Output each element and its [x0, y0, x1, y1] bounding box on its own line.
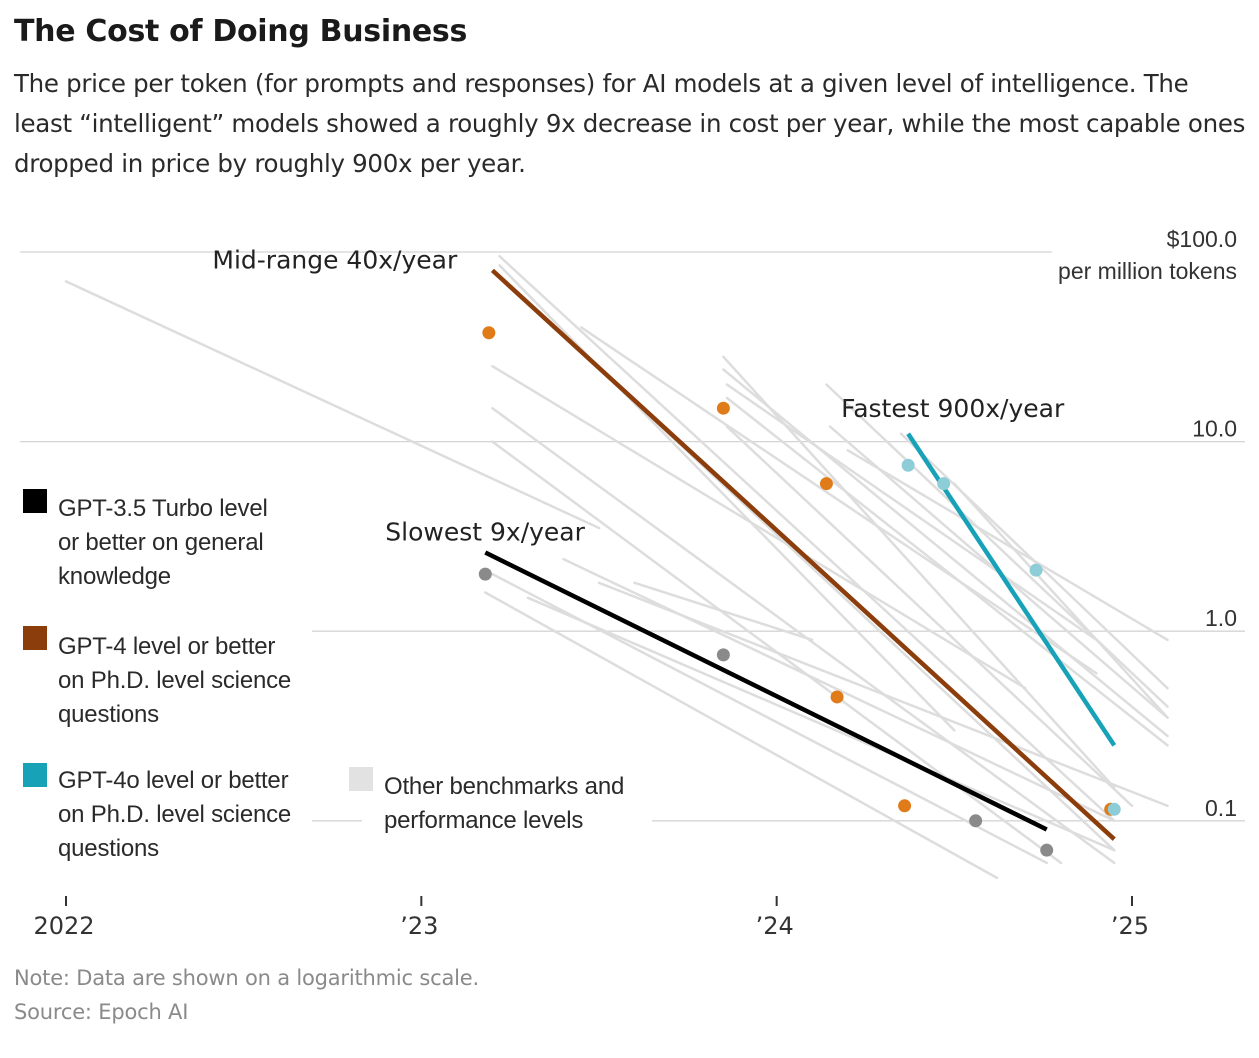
other-benchmark-line — [64, 280, 601, 530]
trend-line-gpt35 — [484, 550, 1048, 832]
chart-note: Note: Data are shown on a logarithmic sc… — [14, 966, 479, 990]
chart-labels: $100.0 10.0 1.0 0.1 per million tokens 2022 ’2… — [33, 226, 1237, 940]
other-benchmark-line — [491, 440, 1063, 865]
y-tick-label: $100.0 — [1167, 226, 1237, 252]
data-point-gpt4o — [937, 477, 951, 491]
y-tick-label: 10.0 — [1192, 416, 1237, 442]
legend-line: or better on general — [58, 529, 264, 556]
legend-line: questions — [58, 701, 159, 728]
legend-line: on Ph.D. level science — [58, 801, 292, 828]
annotation-gpt4: Mid-range 40x/year — [212, 245, 458, 274]
chart-subtitle: The price per token (for prompts and res… — [14, 69, 1246, 178]
legend-swatch-other — [349, 767, 373, 791]
other-benchmark-line — [953, 482, 1169, 719]
other-benchmark-line — [526, 596, 1116, 852]
data-point-gpt4o — [901, 458, 915, 472]
legend-swatch-gpt4 — [23, 626, 47, 650]
x-tick-label: ’25 — [1111, 912, 1149, 940]
other-benchmark-line — [725, 383, 1098, 642]
x-tick-label: ’24 — [756, 912, 794, 940]
other-benchmark-line — [498, 264, 956, 732]
legend-line: GPT-4o level or better — [58, 767, 289, 794]
legend-line: knowledge — [58, 563, 171, 590]
data-point-gpt4 — [830, 690, 844, 704]
data-point-gpt4 — [716, 401, 730, 415]
other-benchmark-line — [491, 406, 1116, 865]
data-point-gpt4 — [819, 477, 833, 491]
other-benchmark-line — [725, 396, 1169, 747]
legend-swatch-gpt4o — [23, 763, 47, 787]
legend-label-gpt4o: GPT-4o level or better on Ph.D. level sc… — [58, 764, 291, 866]
legend-line: GPT-3.5 Turbo level — [58, 495, 268, 522]
y-unit-label: per million tokens — [1058, 258, 1237, 284]
data-point-gpt4o — [1107, 802, 1121, 816]
legend-swatch-gpt35 — [23, 489, 47, 513]
y-tick-label: 0.1 — [1205, 795, 1237, 821]
legend-label-gpt35: GPT-3.5 Turbo level or better on general… — [58, 492, 268, 594]
other-benchmark-line — [498, 254, 1116, 823]
legend-label-other: Other benchmarks and performance levels — [384, 770, 624, 838]
legend-line: questions — [58, 835, 159, 862]
legend-line: performance levels — [384, 807, 584, 834]
annotation-gpt4o: Fastest 900x/year — [841, 394, 1065, 423]
other-benchmark-line — [491, 364, 1027, 690]
other-benchmark-line — [484, 591, 999, 880]
data-point-gpt35 — [1040, 843, 1054, 857]
other-benchmark-line — [899, 432, 1169, 690]
other-benchmark-line — [825, 383, 1169, 708]
data-point-gpt4o — [1029, 563, 1043, 577]
data-points — [478, 326, 1121, 857]
other-benchmark-line — [722, 368, 1169, 738]
legend-line: on Ph.D. level science — [58, 667, 292, 694]
legend-line: Other benchmarks and — [384, 773, 625, 800]
chart-source: Source: Epoch AI — [14, 1000, 189, 1024]
data-point-gpt35 — [969, 814, 983, 828]
other-benchmark-line — [562, 557, 1116, 823]
annotation-gpt35: Slowest 9x/year — [385, 518, 585, 547]
other-benchmark-line — [846, 449, 1169, 642]
data-point-gpt35 — [716, 648, 730, 662]
x-tick-label: 2022 — [33, 912, 94, 940]
other-benchmark-line — [579, 326, 1098, 675]
trend-line-gpt4 — [490, 268, 1116, 841]
legend-label-gpt4: GPT-4 level or better on Ph.D. level sci… — [58, 630, 291, 732]
legend-line: GPT-4 level or better — [58, 633, 276, 660]
y-tick-label: 1.0 — [1205, 605, 1237, 631]
data-point-gpt4 — [898, 799, 912, 813]
x-tick-label: ’23 — [400, 912, 438, 940]
other-benchmark-line — [725, 425, 1134, 808]
chart-title: The Cost of Doing Business — [14, 14, 468, 49]
data-point-gpt35 — [478, 567, 492, 581]
data-point-gpt4 — [482, 326, 496, 340]
